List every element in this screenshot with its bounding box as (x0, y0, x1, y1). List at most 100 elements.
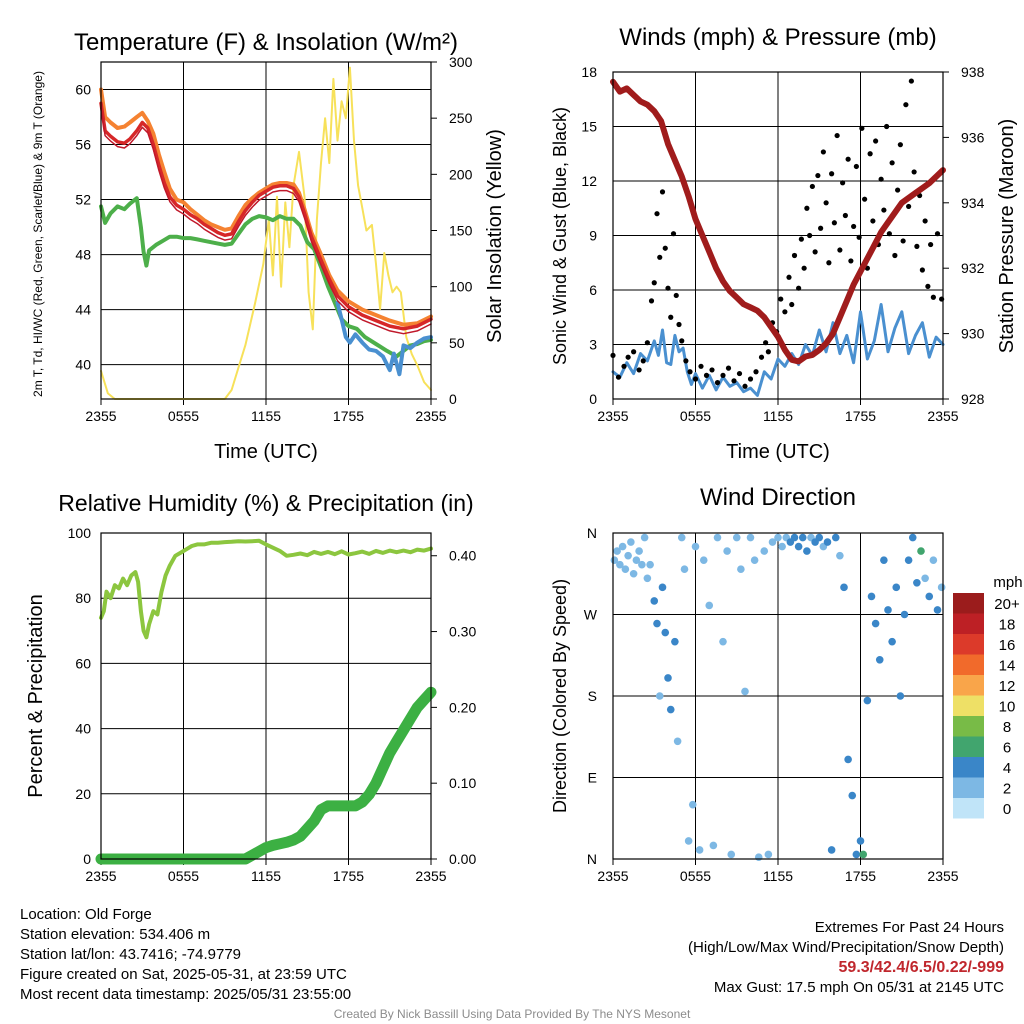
location-text: Location: Old Forge (20, 906, 152, 923)
extremes-title: Extremes For Past 24 Hours (814, 919, 1004, 936)
wind-direction-point (884, 606, 892, 614)
y2-tick-label: 0 (449, 391, 457, 407)
wind-direction-point (655, 692, 664, 700)
gust-point (834, 132, 840, 139)
gust-point (636, 367, 642, 373)
wind-direction-point (699, 556, 708, 564)
gust-point (673, 292, 679, 299)
wind-direction-point (653, 619, 661, 628)
y2-tick-label: 0.10 (449, 775, 476, 791)
gust-point (884, 123, 890, 130)
gust-point (763, 340, 769, 346)
credit-text: Created By Nick Bassill Using Data Provi… (333, 1007, 691, 1021)
y2-tick-label: 0.30 (449, 624, 476, 640)
dewpoint-line (99, 196, 433, 359)
temperature-line (99, 101, 433, 331)
gust-point (714, 380, 721, 386)
x-tick-label: 2355 (85, 868, 116, 884)
x-tick-label: 2355 (415, 408, 446, 424)
gust-point (930, 294, 936, 300)
wind-direction-point (673, 737, 682, 746)
legend-swatch (953, 798, 984, 819)
wind-direction-point (677, 533, 686, 542)
wind-direction-point (646, 560, 654, 569)
gust-point (644, 340, 650, 346)
wind-direction-point (691, 542, 700, 551)
plot-border (612, 532, 944, 860)
y2-tick-label: 928 (961, 391, 985, 407)
gust-point (895, 187, 901, 193)
gust-point (786, 274, 792, 280)
gust-point (831, 220, 837, 226)
wind-direction-point (900, 610, 909, 619)
wind-direction-point (616, 560, 624, 569)
relative-humidity-line (99, 538, 433, 640)
gust-point (640, 358, 646, 364)
gust-point (886, 231, 892, 237)
gust-point (615, 374, 622, 380)
gust-point (859, 125, 865, 131)
gust-point (911, 169, 917, 175)
wind-direction-point (727, 850, 736, 859)
temperature-panel: Temperature (F) & Insolation (W/m²) 2m T… (31, 29, 506, 463)
x-tick-label: 1155 (763, 408, 793, 424)
x-tick-label: 2355 (927, 868, 958, 884)
y-tick-label: 12 (581, 173, 597, 189)
gust-point (789, 301, 795, 308)
legend-label: 20+ (994, 596, 1020, 613)
legend-label: 6 (1003, 740, 1011, 757)
wind-direction-point (750, 556, 759, 564)
wind-direction-point (737, 565, 745, 574)
wind-direction-point (709, 841, 718, 850)
wind-direction-point (760, 547, 769, 555)
gust-point (873, 138, 879, 144)
gust-point (742, 383, 748, 389)
recent-data-text: Most recent data timestamp: 2025/05/31 2… (20, 986, 352, 1003)
legend-swatch (953, 634, 984, 655)
wind-direction-point (917, 547, 925, 555)
wind-direction-point (629, 569, 638, 578)
gust-point (889, 160, 895, 166)
gust-point (925, 283, 931, 289)
y-tick-label: 48 (75, 247, 91, 263)
wind-direction-point (875, 655, 884, 664)
gust-point (683, 358, 689, 364)
gust-point (725, 365, 732, 371)
wind-direction-point (844, 755, 852, 764)
gust-point (709, 367, 715, 373)
x-tick-label: 0555 (168, 408, 199, 424)
wind-direction-point (719, 637, 727, 646)
wind-direction-point (892, 583, 901, 592)
speed-legend: 20+ 18 16 14 12 10 8 6 4 2 0 (953, 593, 1020, 819)
gust-point (679, 338, 685, 344)
wind-direction-point (680, 565, 689, 574)
x-tick-label: 1755 (333, 408, 364, 424)
gust-point (928, 241, 934, 248)
wind-direction-point (871, 619, 880, 628)
wind-direction-point (921, 574, 929, 583)
wind-direction-point (856, 837, 865, 845)
wind-direction-point (913, 579, 921, 587)
wind-direction-point (840, 583, 848, 592)
wind-direction-point (852, 850, 861, 859)
gust-point (842, 212, 848, 219)
y2-tick-label: 200 (449, 166, 473, 182)
gust-point (703, 372, 710, 378)
winds-x-axis-label: Time (UTC) (726, 441, 830, 463)
wind-direction-point (627, 538, 635, 546)
x-tick-label: 1755 (845, 408, 876, 424)
legend-swatch (953, 613, 984, 634)
wind-direction-point (746, 533, 755, 542)
wind-direction-point (896, 692, 905, 700)
wind-direction-point (790, 533, 799, 542)
gust-point (853, 163, 859, 170)
gust-point (731, 378, 737, 384)
gust-point (934, 231, 941, 237)
wind-direction-point (768, 538, 777, 546)
wind-direction-point (794, 542, 803, 551)
gust-point (823, 200, 829, 206)
x-tick-label: 2355 (85, 408, 116, 424)
wind-direction-point (666, 705, 675, 714)
gust-point (870, 218, 876, 224)
